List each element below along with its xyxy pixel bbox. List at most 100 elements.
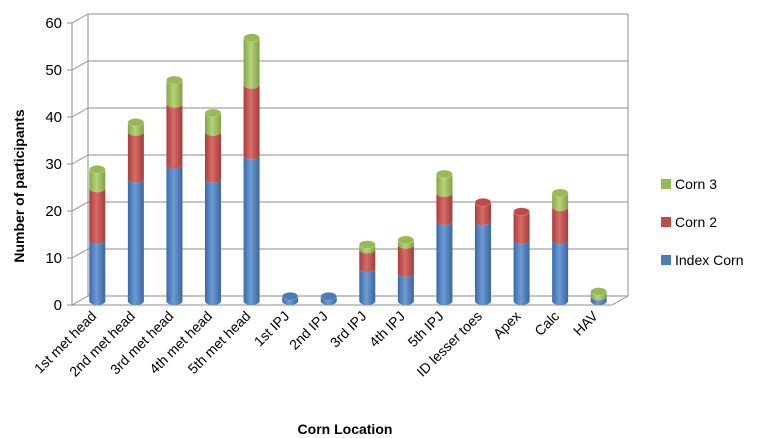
legend-item-corn-3: Corn 3 xyxy=(661,176,717,192)
bar-1st-ipj-index-corn xyxy=(281,291,299,305)
bar-body xyxy=(359,249,376,273)
x-tick-label-2nd-ipj: 2nd IPJ xyxy=(286,308,331,353)
bar-3rd-met-head-corn-3 xyxy=(166,75,183,108)
bar-cap xyxy=(590,287,608,296)
bar-5th-met-head-index-corn xyxy=(243,151,260,306)
bar-3rd-met-head-index-corn xyxy=(166,160,183,305)
bar-body xyxy=(166,164,183,305)
bar-body xyxy=(89,169,106,193)
bar-5th-ipj-index-corn xyxy=(436,216,453,305)
x-tick-label-hav: HAV xyxy=(570,307,601,338)
bar-body xyxy=(166,103,183,169)
legend-label: Index Corn xyxy=(675,252,743,268)
legend-label: Corn 2 xyxy=(675,214,717,230)
bar-hav-corn-3 xyxy=(590,287,608,301)
bar-cap xyxy=(358,240,376,249)
legend-label: Corn 3 xyxy=(675,176,717,192)
bar-4th-met-head-corn-3 xyxy=(204,108,222,136)
bar-body xyxy=(513,239,530,305)
x-tick-label-1st-ipj: 1st IPJ xyxy=(251,308,293,350)
bar-cap xyxy=(281,291,299,301)
bar-body xyxy=(89,239,106,305)
bar-5th-ipj-corn-3 xyxy=(436,169,453,197)
bar-calc-index-corn xyxy=(551,235,569,305)
bar-id-lesser-toes-index-corn xyxy=(474,216,492,305)
gridlines xyxy=(71,13,628,306)
y-tick-label-50: 50 xyxy=(45,62,62,79)
bar-4th-met-head-index-corn xyxy=(204,174,222,305)
bars xyxy=(88,33,608,306)
y-axis-title: Number of participants xyxy=(11,109,27,262)
bar-body xyxy=(166,80,183,108)
bar-cap xyxy=(551,188,569,198)
bar-body xyxy=(436,192,453,226)
bar-cap xyxy=(127,118,145,127)
bar-body xyxy=(205,113,221,136)
y-tick-label-20: 20 xyxy=(45,203,62,220)
axes xyxy=(71,14,629,306)
bar-2nd-ipj-index-corn xyxy=(320,291,338,305)
bar-body xyxy=(436,174,453,197)
bar-cap xyxy=(397,235,415,245)
gridline-side-20 xyxy=(71,201,89,212)
bar-body xyxy=(243,37,260,89)
y-tick-label-10: 10 xyxy=(45,250,62,267)
bar-cap xyxy=(436,169,453,179)
bar-body xyxy=(513,211,530,244)
bar-2nd-met-head-index-corn xyxy=(127,174,145,305)
bar-cap xyxy=(243,33,260,43)
legend-swatch xyxy=(661,255,671,265)
bar-cap xyxy=(204,108,222,118)
bar-1st-met-head-corn-3 xyxy=(88,165,106,193)
bar-cap xyxy=(474,198,492,207)
bar-1st-met-head-corn-2 xyxy=(88,183,106,244)
bar-2nd-met-head-corn-3 xyxy=(127,118,145,136)
bar-4th-ipj-corn-3 xyxy=(397,235,415,249)
bar-body xyxy=(205,131,221,183)
bar-cap xyxy=(166,75,183,85)
gridline-side-10 xyxy=(71,248,89,259)
bar-cap xyxy=(320,291,338,301)
bar-body xyxy=(397,244,414,277)
y-tick-label-40: 40 xyxy=(45,109,62,126)
x-axis-title: Corn Location xyxy=(298,421,393,437)
y-tick-label-60: 60 xyxy=(45,15,62,32)
bar-body xyxy=(552,192,569,211)
x-tick-label-4th-ipj: 4th IPJ xyxy=(366,308,408,350)
bar-body xyxy=(397,272,414,305)
x-tick-label-calc: Calc xyxy=(531,308,562,339)
bar-body xyxy=(127,178,144,305)
bar-1st-met-head-index-corn xyxy=(88,235,106,305)
bar-body xyxy=(475,221,491,305)
bar-4th-met-head-corn-2 xyxy=(204,127,222,183)
bar-3rd-ipj-corn-3 xyxy=(358,240,376,254)
bar-calc-corn-3 xyxy=(551,188,569,211)
bar-body xyxy=(552,239,569,305)
bar-5th-met-head-corn-3 xyxy=(243,33,260,89)
gridline-side-50 xyxy=(71,60,89,71)
bar-body xyxy=(89,188,106,244)
bar-apex-index-corn xyxy=(513,235,530,305)
bar-body xyxy=(127,131,144,183)
bar-body xyxy=(552,207,569,244)
gridline-side-40 xyxy=(71,107,89,118)
y-tick-label-0: 0 xyxy=(54,297,62,314)
bar-cap xyxy=(513,207,530,216)
bar-body xyxy=(243,155,260,306)
floor-right-edge xyxy=(611,295,629,306)
legend-item-index-corn: Index Corn xyxy=(661,252,743,268)
bar-3rd-met-head-corn-2 xyxy=(166,99,183,169)
legend: Corn 3 Corn 2 Index Corn xyxy=(661,176,743,268)
gridline-side-0 xyxy=(71,295,89,306)
x-tick-label-apex: Apex xyxy=(490,308,524,342)
bar-body xyxy=(359,268,376,305)
bar-body xyxy=(436,221,453,305)
bar-id-lesser-toes-corn-2 xyxy=(474,198,492,226)
y-tick-label-30: 30 xyxy=(45,156,62,173)
bar-body xyxy=(475,202,491,226)
bar-body xyxy=(205,178,221,305)
gridline-side-30 xyxy=(71,154,89,165)
